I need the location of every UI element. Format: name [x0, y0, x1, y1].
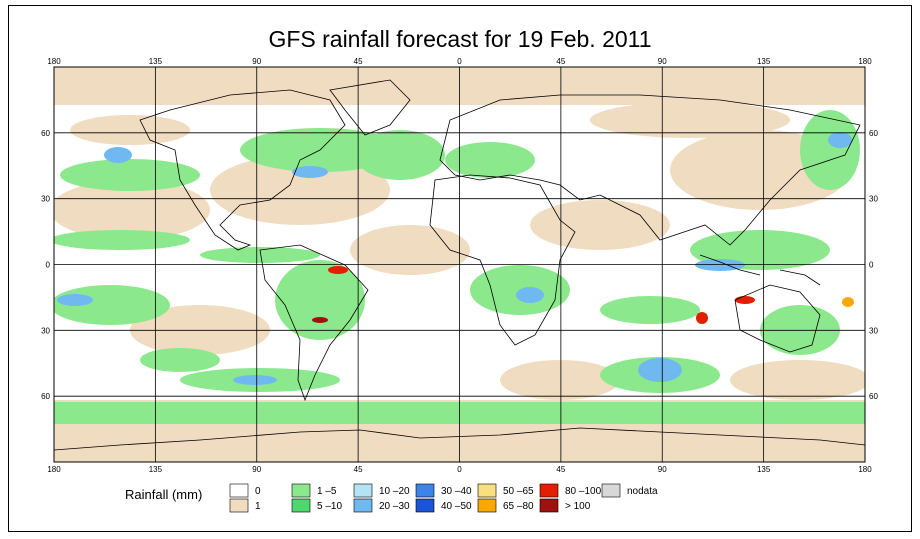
legend-swatch [477, 498, 497, 513]
longitude-tick-label: 180 [858, 57, 872, 66]
legend-swatch [291, 483, 311, 498]
latitude-tick-label: 30 [869, 326, 878, 335]
legend-label: 30 –40 [441, 486, 472, 497]
extreme-rain-areas [312, 266, 854, 324]
legend-swatch [477, 483, 497, 498]
legend-swatch [601, 483, 621, 498]
legend-swatch [291, 498, 311, 513]
graticule [54, 67, 865, 462]
longitude-tick-label: 135 [757, 465, 771, 474]
legend-label: 0 [255, 486, 261, 497]
latitude-labels-left: 60 30 0 30 60 [41, 129, 50, 401]
longitude-tick-label: 90 [658, 465, 667, 474]
longitude-tick-label: 90 [252, 57, 261, 66]
legend-swatch [539, 498, 559, 513]
legend-label: 1 –5 [317, 486, 337, 497]
map-title: GFS rainfall forecast for 19 Feb. 2011 [268, 26, 652, 52]
longitude-tick-label: 135 [149, 465, 163, 474]
longitude-tick-label: 0 [457, 57, 462, 66]
legend-label: nodata [627, 486, 658, 497]
longitude-tick-label: 45 [354, 57, 363, 66]
longitude-tick-label: 90 [658, 57, 667, 66]
latitude-labels-right: 60 30 0 30 60 [869, 129, 878, 401]
longitude-tick-label: 180 [47, 465, 61, 474]
legend-label: 65 –80 [503, 501, 534, 512]
legend-swatch [415, 483, 435, 498]
latitude-tick-label: 30 [41, 195, 50, 204]
legend-label: 5 –10 [317, 501, 342, 512]
longitude-tick-label: 45 [556, 57, 565, 66]
latitude-tick-label: 60 [869, 129, 878, 138]
longitude-tick-label: 135 [149, 57, 163, 66]
legend-swatch [353, 483, 373, 498]
latitude-tick-label: 0 [46, 261, 51, 270]
latitude-tick-label: 30 [41, 326, 50, 335]
longitude-labels-bottom: 180 135 90 45 0 45 90 135 180 [47, 465, 872, 474]
longitude-tick-label: 90 [252, 465, 261, 474]
legend-label: > 100 [565, 501, 591, 512]
legend-label: 40 –50 [441, 501, 472, 512]
latitude-tick-label: 30 [869, 195, 878, 204]
latitude-tick-label: 60 [41, 392, 50, 401]
longitude-tick-label: 0 [457, 465, 462, 474]
longitude-tick-label: 180 [858, 465, 872, 474]
legend-swatch [539, 483, 559, 498]
latitude-tick-label: 0 [869, 261, 874, 270]
legend-swatch [353, 498, 373, 513]
coastlines [54, 79, 865, 451]
longitude-tick-label: 45 [354, 465, 363, 474]
longitude-tick-label: 135 [757, 57, 771, 66]
legend: Rainfall (mm) 0 1 1 –5 5 –10 10 –20 20 –30 30 –… [125, 483, 658, 513]
figure-frame [8, 5, 912, 532]
longitude-tick-label: 180 [47, 57, 61, 66]
heavy-rain-areas [57, 132, 852, 385]
legend-label: 50 –65 [503, 486, 534, 497]
latitude-tick-label: 60 [41, 129, 50, 138]
legend-swatch [229, 483, 249, 498]
longitude-tick-label: 45 [556, 465, 565, 474]
latitude-tick-label: 60 [869, 392, 878, 401]
legend-label: 80 –100 [565, 486, 602, 497]
legend-label: 1 [255, 501, 261, 512]
legend-label: 20 –30 [379, 501, 410, 512]
legend-title: Rainfall (mm) [125, 487, 202, 502]
legend-swatch [415, 498, 435, 513]
legend-swatch [229, 498, 249, 513]
legend-label: 10 –20 [379, 486, 410, 497]
longitude-labels-top: 180 135 90 45 0 45 90 135 180 [47, 57, 872, 66]
